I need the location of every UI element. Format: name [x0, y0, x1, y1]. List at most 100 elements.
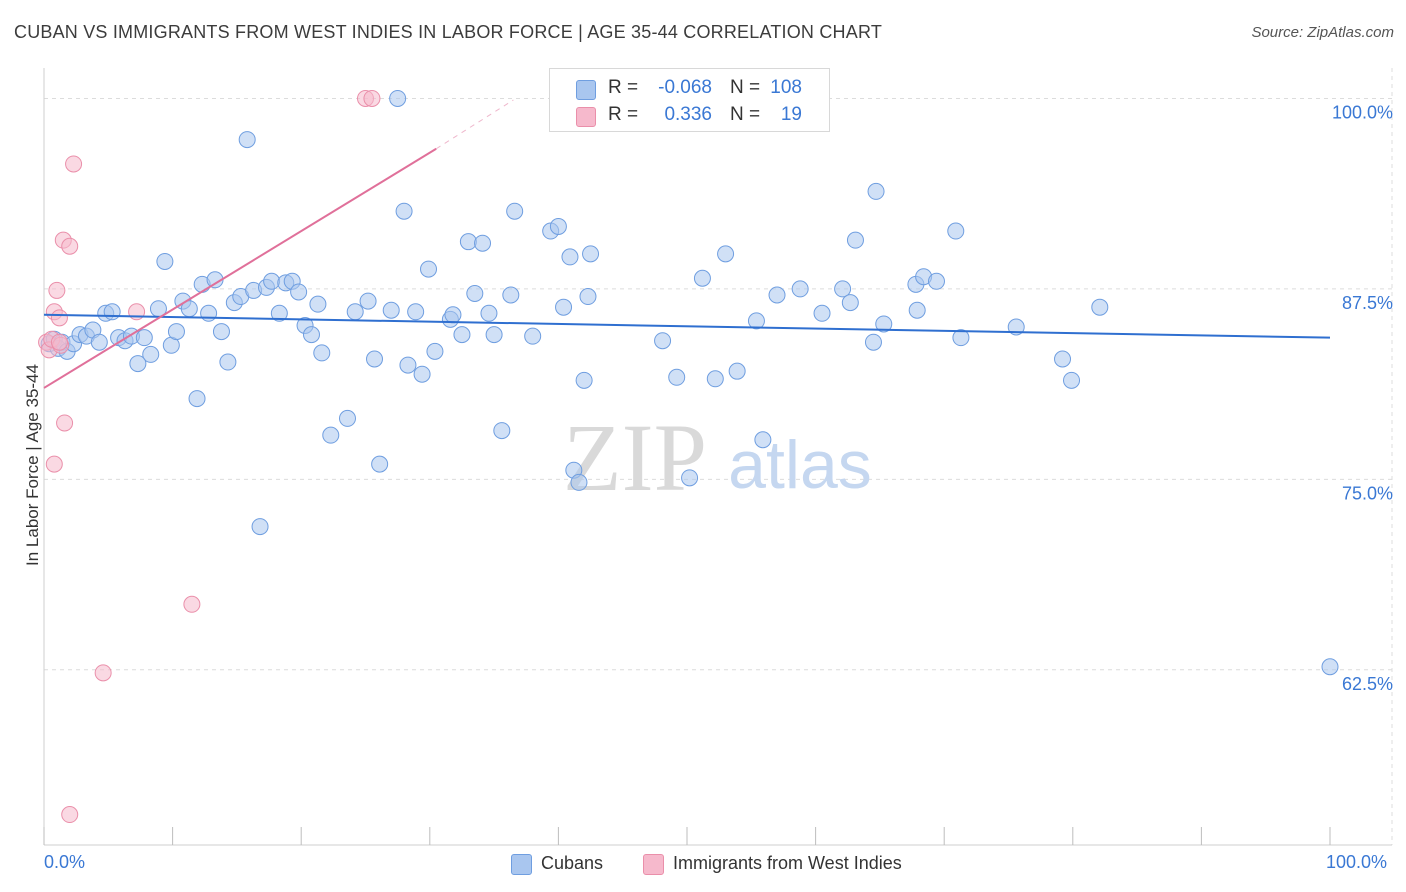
cuban-point	[1054, 350, 1072, 368]
x-tick-label-max: 100.0%	[1326, 852, 1388, 872]
cuban-point	[681, 469, 699, 487]
cuban-point	[466, 284, 484, 302]
west-indies-point	[183, 595, 201, 613]
legend-r-label: R =	[608, 77, 639, 98]
cuban-point	[834, 280, 852, 298]
y-tick-label: 87.5%	[1342, 293, 1393, 313]
cuban-point	[302, 326, 320, 344]
west-indies-point	[65, 155, 83, 173]
cuban-point	[90, 333, 108, 351]
cuban-point	[212, 323, 230, 341]
cuban-point	[444, 306, 462, 324]
cuban-point	[366, 350, 384, 368]
cuban-point	[309, 295, 327, 313]
cuban-point	[493, 422, 511, 440]
west-indies-point	[56, 414, 74, 432]
cuban-point	[420, 260, 438, 278]
cuban-point	[263, 272, 281, 290]
cuban-point	[359, 292, 377, 310]
cuban-point	[813, 304, 831, 322]
west-indies-point	[45, 455, 63, 473]
cuban-point	[407, 303, 425, 321]
grid-lines	[44, 68, 1393, 845]
y-tick-label: 100.0%	[1332, 102, 1393, 122]
cuban-point	[188, 390, 206, 408]
cuban-point	[395, 202, 413, 220]
legend-r-label: R =	[608, 104, 639, 125]
cuban-point	[346, 303, 364, 321]
cuban-point	[399, 356, 417, 374]
y-tick-label: 62.5%	[1342, 674, 1393, 694]
west-indies-point	[50, 309, 68, 327]
cuban-point	[579, 288, 597, 306]
cuban-point	[459, 233, 477, 251]
legend-swatch-cubans	[511, 854, 532, 875]
y-tick-labels: 62.5% 75.0% 87.5% 100.0%	[1332, 102, 1393, 693]
x-tick-label-min: 0.0%	[44, 852, 86, 872]
cuban-point	[485, 326, 503, 344]
cuban-point	[103, 303, 121, 321]
cuban-point	[426, 342, 444, 360]
watermark-zip: ZIP	[563, 404, 707, 511]
y-axis-label: In Labor Force | Age 35-44	[23, 364, 42, 566]
cuban-point	[1007, 318, 1025, 336]
cuban-point	[841, 294, 859, 312]
cuban-point	[947, 222, 965, 240]
cuban-point	[524, 327, 542, 345]
cuban-point	[371, 455, 389, 473]
legend-n-value: 19	[780, 104, 802, 125]
cuban-point	[474, 234, 492, 252]
cuban-point	[480, 304, 498, 322]
trend-lines	[43, 99, 1331, 389]
cuban-point	[156, 252, 174, 270]
cuban-point	[251, 518, 269, 536]
cuban-point	[453, 326, 471, 344]
cuban-point	[846, 231, 864, 249]
cuban-point	[927, 272, 945, 290]
chart-title: CUBAN VS IMMIGRANTS FROM WEST INDIES IN …	[14, 22, 883, 42]
cuban-point	[219, 353, 237, 371]
cuban-point	[238, 131, 256, 149]
legend-label-cubans: Cubans	[541, 853, 604, 873]
west-indies-point	[48, 281, 66, 299]
cuban-point	[747, 312, 765, 330]
cuban-point	[575, 371, 593, 389]
cuban-point	[382, 301, 400, 319]
legend-n-label: N =	[730, 104, 761, 125]
cuban-point	[875, 315, 893, 333]
cuban-point	[728, 362, 746, 380]
west-indies-trend-line	[43, 147, 437, 389]
west-indies-point	[363, 89, 381, 107]
cuban-point	[549, 217, 567, 235]
cuban-point	[270, 304, 288, 322]
cuban-point	[1063, 371, 1081, 389]
cuban-point	[167, 323, 185, 341]
cuban-point	[142, 345, 160, 363]
cubans-trend-line	[43, 313, 1331, 339]
cuban-point	[717, 245, 735, 263]
cuban-point	[654, 332, 672, 350]
cuban-point	[129, 355, 147, 373]
watermark-atlas: atlas	[728, 427, 872, 503]
cuban-point	[791, 280, 809, 298]
cuban-point	[389, 89, 407, 107]
legend-swatch-pink	[576, 107, 596, 127]
cuban-point	[200, 304, 218, 322]
cuban-point	[338, 409, 356, 427]
cuban-point	[570, 473, 588, 491]
cuban-point	[413, 365, 431, 383]
cuban-point	[1321, 658, 1339, 676]
legend-swatch-west-indies	[643, 854, 664, 875]
source-label: Source: ZipAtlas.com	[1251, 24, 1394, 41]
legend-swatch-blue	[576, 80, 596, 100]
cuban-point	[135, 329, 153, 347]
west-indies-point	[94, 664, 112, 682]
cuban-point	[952, 329, 970, 347]
cuban-point	[768, 286, 786, 304]
cuban-point	[864, 333, 882, 351]
west-indies-trend-extension	[435, 99, 514, 150]
cuban-point	[582, 245, 600, 263]
cuban-point	[555, 298, 573, 316]
west-indies-point	[50, 333, 68, 351]
data-points	[38, 89, 1339, 824]
